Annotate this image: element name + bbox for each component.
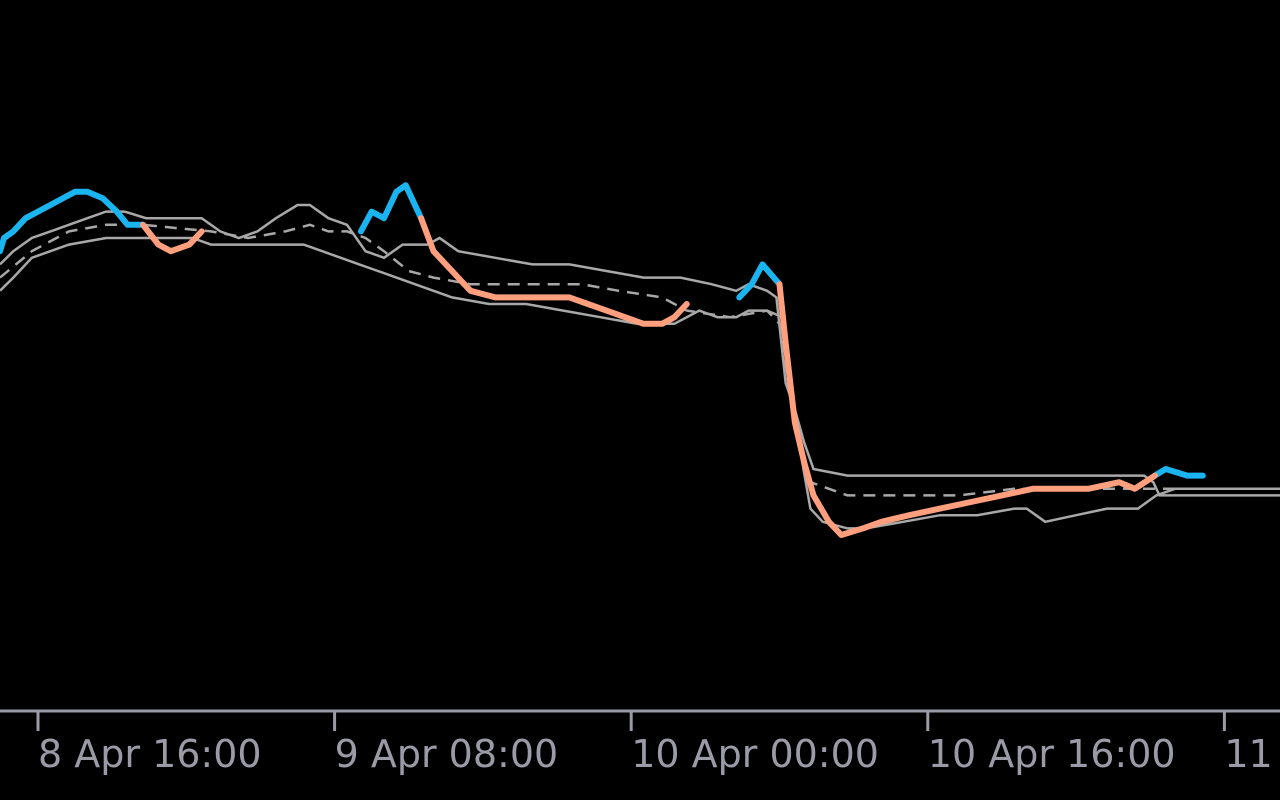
middle-band-line [0,223,1280,497]
price-above-middle-segment-1 [357,182,425,235]
price-below-middle-segment-1 [418,215,690,327]
x-tick-label: 11 Apr 00:00 [1224,732,1280,776]
x-tick-label: 9 Apr 08:00 [335,732,559,776]
x-axis: 8 Apr 16:00 9 Apr 08:00 10 Apr 00:00 10 Apr… [0,709,1280,776]
price-above-middle-segment-2 [736,261,783,301]
x-tick-label: 10 Apr 16:00 [928,732,1176,776]
x-tick-label: 10 Apr 00:00 [631,732,879,776]
price-below-middle-segment-2 [776,281,1158,538]
price-above-middle-segment-0 [0,188,146,255]
price-above-middle-segment-3 [1151,466,1206,479]
price-layer [0,182,1206,538]
x-tick-label: 8 Apr 16:00 [38,732,262,776]
price-below-middle-segment-0 [140,221,205,255]
upper-band-line [0,203,1280,497]
